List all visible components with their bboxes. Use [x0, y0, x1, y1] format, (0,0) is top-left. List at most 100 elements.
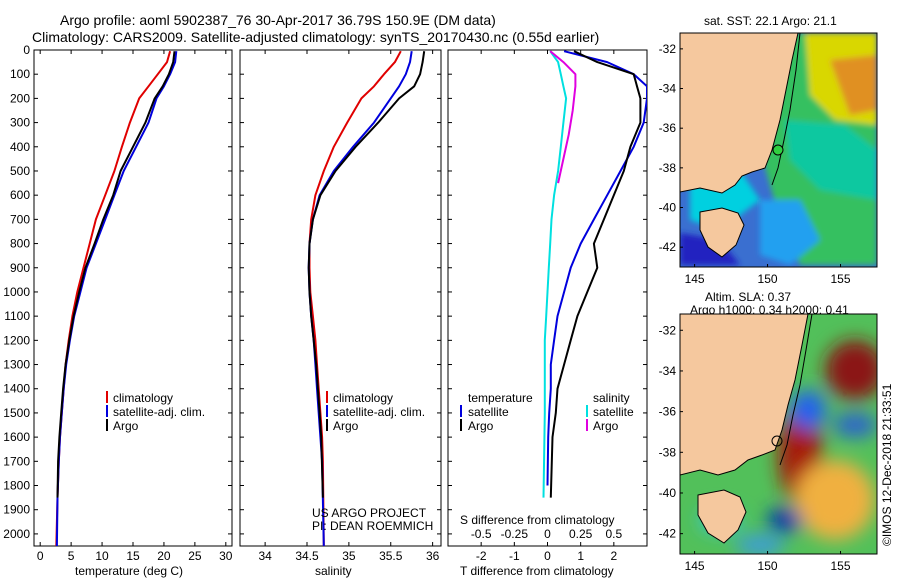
difference-panel: -2 -1 0 1 2 -0.5 -0.25 0 0.25 0.5 T difference fr…: [447, 49, 648, 578]
s-difference-axis-label: S difference from climatology: [460, 513, 615, 527]
lat-tick-label: -40: [659, 486, 677, 500]
x-tick-label: 15: [126, 549, 140, 563]
series-line-t-argo: [549, 50, 642, 498]
header-line-1: Argo profile: aoml 5902387_76 30-Apr-201…: [60, 12, 496, 28]
sla-map-field: [680, 314, 877, 554]
temperature-axis-label: temperature (deg C): [75, 564, 183, 578]
lat-tick-label: -42: [659, 527, 677, 541]
temperature-legend: climatology satellite-adj. clim. Argo: [106, 391, 205, 433]
sla-map: Altim. SLA: 0.37 Argo h1000: 0.34 h2000:…: [659, 290, 878, 573]
depth-tick-label: 1100: [4, 309, 30, 323]
depth-tick-label: 1700: [3, 454, 30, 468]
depth-tick-label: 1800: [3, 479, 30, 493]
x-tick-label: 0: [37, 549, 44, 563]
sst-land-mainland: [680, 33, 799, 194]
series-line-argo: [307, 51, 426, 498]
sal-legend-satellite-label: satellite-adj. clim.: [333, 405, 425, 419]
depth-tick-label: 1200: [3, 333, 30, 347]
x-tick-label: 1: [577, 549, 584, 563]
header-line-2: Climatology: CARS2009. Satellite-adjuste…: [32, 29, 599, 45]
depth-tick-label: 100: [10, 67, 30, 81]
project-credit: US ARGO PROJECT: [312, 506, 427, 520]
sst-map: sat. SST: 22.1 Argo: 21.1 -32 -34 -36 -38 -4…: [659, 14, 878, 286]
x-tick-label: 0: [544, 549, 551, 563]
lat-tick-label: -42: [659, 240, 677, 254]
t-difference-axis-label: T difference from climatology: [460, 564, 614, 578]
salinity-x-axis: 34 34.5 35 35.5 36: [258, 50, 440, 563]
sal-legend-argo-label: Argo: [333, 419, 359, 433]
lat-tick-label: -32: [659, 42, 677, 56]
salinity-series: [307, 50, 426, 546]
sla-land-mainland: [680, 314, 809, 476]
s-diff-tick-label: 0: [544, 527, 551, 541]
difference-legend-temperature: temperature satellite Argo: [460, 391, 533, 433]
salinity-depth-ticks: [240, 49, 441, 535]
diff-legend-t-satellite-label: satellite: [468, 405, 509, 419]
lat-tick-label: -34: [659, 364, 677, 378]
pi-credit: PI: DEAN ROEMMICH: [312, 519, 433, 533]
salinity-plot-frame: [239, 49, 442, 547]
lon-tick-label: 150: [758, 272, 778, 286]
sst-lat-axis: -32 -34 -36 -38 -40 -42: [659, 42, 683, 254]
difference-x-axis: -2 -1 0 1 2 -0.5 -0.25 0 0.25 0.5: [471, 50, 622, 563]
temperature-panel: 0100200300400500600700800900100011001200…: [3, 43, 233, 578]
x-tick-label: 5: [68, 549, 75, 563]
x-tick-label: -1: [509, 549, 520, 563]
diff-legend-s-argo-label: Argo: [593, 419, 619, 433]
depth-tick-label: 200: [10, 91, 30, 105]
depth-tick-label: 1000: [3, 285, 30, 299]
depth-axis: 0 100 200 300 400 500 600 700 800 900 1000 1100 1200…: [3, 43, 232, 541]
lat-tick-label: -36: [659, 405, 677, 419]
diff-legend-t-argo-label: Argo: [468, 419, 494, 433]
diff-legend-s-satellite-label: satellite: [593, 405, 634, 419]
temperature-plot-frame: [33, 49, 233, 547]
depth-tick-label: 0: [23, 43, 30, 57]
lon-tick-label: 155: [831, 559, 851, 573]
legend-satellite-label: satellite-adj. clim.: [113, 405, 205, 419]
depth-tick-label: 1900: [3, 503, 30, 517]
x-tick-label: 10: [95, 549, 109, 563]
lat-tick-label: -36: [659, 121, 677, 135]
s-diff-tick-label: -0.25: [501, 527, 529, 541]
sst-lon-axis: 145 150 155: [685, 264, 851, 286]
x-tick-label: 35: [342, 549, 356, 563]
lon-tick-label: 145: [685, 272, 705, 286]
lat-tick-label: -32: [659, 323, 677, 337]
temperature-x-axis: 0 5 10 15 20 25 30: [37, 50, 233, 563]
series-line-t-satellite: [546, 50, 647, 486]
depth-tick-label: 400: [10, 140, 30, 154]
sst-map-title: sat. SST: 22.1 Argo: 21.1: [704, 14, 837, 28]
lon-tick-label: 150: [758, 559, 778, 573]
sla-map-title-1: Altim. SLA: 0.37: [705, 290, 791, 304]
x-tick-label: -2: [476, 549, 487, 563]
sst-argo-marker: [772, 144, 784, 156]
depth-tick-label: 500: [10, 164, 30, 178]
depth-tick-label: 300: [10, 116, 30, 130]
depth-tick-label: 1500: [3, 406, 30, 420]
x-tick-label: 25: [188, 549, 202, 563]
sla-argo-marker: [771, 435, 783, 447]
depth-tick-label: 600: [10, 188, 30, 202]
lon-tick-label: 145: [685, 559, 705, 573]
s-diff-tick-label: 0.5: [605, 527, 622, 541]
sst-map-field: [680, 33, 877, 267]
x-tick-label: 34.5: [295, 549, 319, 563]
x-tick-label: 35.5: [379, 549, 403, 563]
s-diff-tick-label: 0.25: [569, 527, 593, 541]
lon-tick-label: 155: [831, 272, 851, 286]
diff-legend-salinity-title: salinity: [593, 391, 630, 405]
imos-stamp: ©IMOS 12-Dec-2018 21:33:51: [880, 383, 894, 546]
depth-tick-label: 1400: [3, 382, 30, 396]
x-tick-label: 34: [258, 549, 272, 563]
sst-land-tasmania: [699, 207, 745, 258]
depth-tick-label: 900: [10, 261, 30, 275]
x-tick-label: 36: [426, 549, 440, 563]
series-line-s-argo: [549, 50, 577, 184]
legend-argo-label: Argo: [113, 419, 139, 433]
lat-tick-label: -40: [659, 201, 677, 215]
salinity-panel: 34 34.5 35 35.5 36 salinity climatology sate…: [239, 49, 442, 578]
salinity-legend: climatology satellite-adj. clim. Argo: [326, 391, 425, 433]
lat-tick-label: -34: [659, 82, 677, 96]
difference-depth-ticks: [448, 49, 647, 535]
